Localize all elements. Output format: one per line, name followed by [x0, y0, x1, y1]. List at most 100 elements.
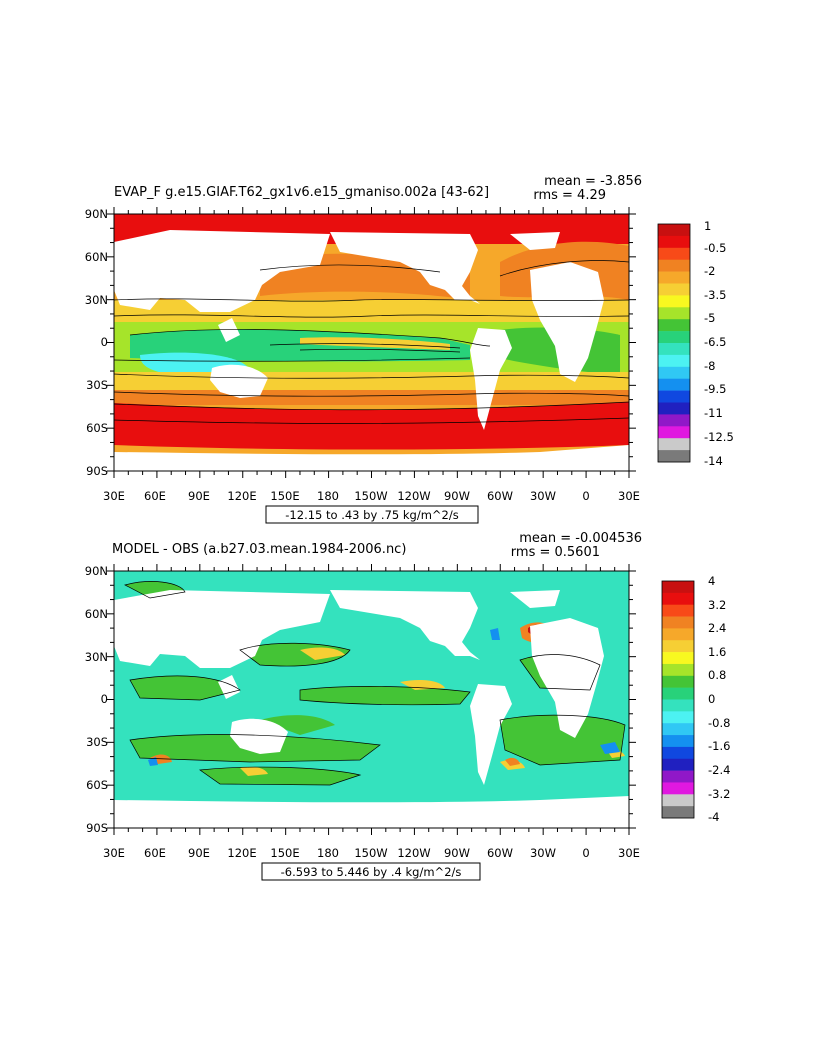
colorbar-labels: 1 -0.5 -2 -3.5 -5 -6.5 -8 -9.5 -11 -12.5… [704, 219, 734, 468]
colorbar-swatch [662, 663, 694, 677]
colorbar-swatch [658, 414, 690, 427]
colorbar-swatch [658, 224, 690, 237]
colorbar-swatch [658, 307, 690, 320]
range-label: -6.593 to 5.446 by .4 kg/m^2/s [281, 865, 462, 879]
lon-label: 180 [317, 846, 339, 860]
range-box [261, 862, 481, 881]
lon-label: 0 [582, 846, 589, 860]
colorbar-swatch [658, 283, 690, 296]
colorbar-label: 4 [708, 574, 715, 588]
lon-label: 150W [354, 489, 387, 503]
rms-label: rms = 0.5601 [511, 545, 600, 560]
colorbar-swatch [662, 616, 694, 629]
colorbar-swatch [662, 699, 694, 712]
lon-label: 30W [530, 846, 556, 860]
land-mask [114, 590, 629, 828]
colorbar-label: -12.5 [704, 430, 734, 444]
colorbar-label: -11 [704, 406, 723, 420]
colorbar-label: -8 [704, 359, 715, 373]
colorbar-label: 0 [708, 692, 715, 706]
colorbar-label: 1.6 [708, 645, 726, 659]
lon-label: 120W [397, 846, 430, 860]
contour-lines [114, 260, 629, 424]
colorbar-swatch [658, 438, 690, 451]
colorbar-swatch [662, 806, 694, 819]
lon-label: 30E [618, 846, 640, 860]
lat-label: 0 [101, 692, 108, 706]
lon-label: 150E [270, 846, 299, 860]
colorbar-swatch [662, 592, 694, 605]
colorbar-swatch [658, 235, 690, 249]
lon-label: 60E [144, 846, 166, 860]
colorbar-swatch [662, 652, 694, 665]
range-box [265, 505, 479, 524]
lon-label: 90W [444, 489, 470, 503]
colorbar-label: -0.5 [704, 241, 726, 255]
field-midlat-s [114, 390, 629, 405]
lat-label: 60N [85, 607, 108, 621]
colorbar-swatch [658, 295, 690, 308]
colorbar-frame [661, 580, 695, 819]
colorbar-swatch [658, 378, 690, 391]
colorbar: 1 -0.5 -2 -3.5 -5 -6.5 -8 -9.5 -11 -12.5… [657, 219, 734, 468]
colorbar-label: -5 [704, 311, 715, 325]
lon-label: 30W [530, 489, 556, 503]
colorbar-label: -14 [704, 454, 723, 468]
lat-label: 30N [85, 293, 108, 307]
lat-label: 60S [86, 421, 108, 435]
lon-label: 60W [487, 489, 513, 503]
colorbar-label: 2.4 [708, 621, 726, 635]
lon-axis-labels: 30E 60E 90E 120E 150E 180 150W 120W 90W … [103, 846, 640, 860]
colorbar-swatch [658, 319, 690, 332]
lon-label: 120E [227, 489, 256, 503]
lat-axis-labels: 90N 60N 30N 0 30S 60S 90S [85, 207, 108, 478]
colorbar-swatch [662, 711, 694, 724]
lat-label: 0 [101, 335, 108, 349]
lon-label: 60E [144, 489, 166, 503]
lon-label: 150E [270, 489, 299, 503]
colorbar-swatch [658, 390, 690, 403]
colorbar-swatch [658, 450, 690, 463]
colorbar-swatch [658, 271, 690, 284]
lat-label: 90N [85, 207, 108, 221]
colorbar-label: -3.5 [704, 288, 726, 302]
lon-label: 90E [188, 489, 210, 503]
lat-label: 90S [86, 821, 108, 835]
lon-label: 0 [582, 489, 589, 503]
colorbar-swatch [662, 782, 694, 795]
lon-label: 120E [227, 846, 256, 860]
lon-label: 90W [444, 846, 470, 860]
lon-label: 30E [103, 846, 125, 860]
colorbar-swatch [662, 628, 694, 641]
lon-axis-labels: 30E 60E 90E 120E 150E 180 150W 120W 90W … [103, 489, 640, 503]
land-mask [114, 230, 629, 471]
colorbar-swatch [658, 331, 690, 344]
lat-label: 30N [85, 650, 108, 664]
colorbar-swatch [662, 604, 694, 617]
field-negative-patches [148, 628, 620, 766]
field-southern-ocean [114, 402, 629, 450]
lat-label: 30S [86, 735, 108, 749]
map-field [114, 214, 629, 471]
lat-axis-labels: 90N 60N 30N 0 30S 60S 90S [85, 564, 108, 835]
axis-ticks [107, 564, 636, 835]
mean-label: mean = -3.856 [544, 174, 642, 189]
lon-label: 180 [317, 489, 339, 503]
lat-label: 60N [85, 250, 108, 264]
contour-lines [124, 581, 626, 786]
panel-title: MODEL - OBS (a.b27.03.mean.1984-2006.nc) [112, 542, 406, 557]
colorbar-swatch [662, 770, 694, 783]
colorbar-label: 3.2 [708, 598, 726, 612]
colorbar-swatch [662, 746, 694, 760]
field-cold-tongue [300, 337, 450, 350]
colorbar-swatch [662, 640, 694, 653]
axis-ticks [107, 207, 636, 478]
field-warmpool [130, 329, 470, 362]
colorbar-swatch [662, 723, 694, 736]
colorbar-labels: 4 3.2 2.4 1.6 0.8 0 -0.8 -1.6 -2.4 -3.2 … [708, 574, 730, 824]
colorbar-swatch [658, 247, 690, 260]
lat-label: 60S [86, 778, 108, 792]
colorbar-swatch [662, 735, 694, 748]
colorbar-label: -0.8 [708, 716, 730, 730]
colorbar-swatch [662, 687, 694, 700]
